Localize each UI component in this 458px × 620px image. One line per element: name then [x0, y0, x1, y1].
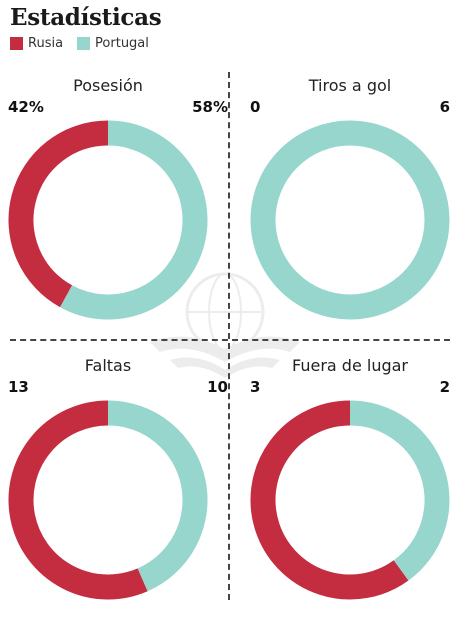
- donut-tiros-a-gol: [250, 120, 450, 320]
- value-portugal-posesion: 58%: [192, 98, 228, 116]
- slice-rusia-faltas: [8, 400, 148, 600]
- legend-label-portugal: Portugal: [95, 36, 149, 51]
- legend-swatch-portugal: [77, 37, 91, 50]
- watermark-eagle-icon: [150, 272, 300, 378]
- value-rusia-fuera-de-lugar: 3: [250, 378, 261, 396]
- donut-fuera-de-lugar: [250, 400, 450, 600]
- slice-portugal-faltas: [107, 400, 208, 592]
- value-portugal-tiros-a-gol: 6: [439, 98, 450, 116]
- donut-faltas: [8, 400, 208, 600]
- panel-faltas: Faltas 13 10: [8, 352, 228, 614]
- slice-rusia-posesion: [8, 120, 109, 308]
- panel-title-posesion: Posesión: [73, 76, 143, 95]
- legend-swatch-rusia: [10, 37, 23, 50]
- value-rusia-posesion: 42%: [8, 98, 44, 116]
- horizontal-divider: [10, 339, 450, 341]
- panel-posesion: Posesión 42% 58%: [8, 72, 228, 334]
- legend-label-rusia: Rusia: [28, 36, 64, 51]
- value-portugal-fuera-de-lugar: 2: [439, 378, 450, 396]
- value-portugal-faltas: 10: [207, 378, 228, 396]
- legend-item-rusia: Rusia: [10, 36, 63, 51]
- panel-title-tiros-a-gol: Tiros a gol: [308, 76, 392, 95]
- legend-item-portugal: Portugal: [77, 36, 149, 51]
- panel-tiros-a-gol: Tiros a gol 0 6: [250, 72, 450, 334]
- legend: Rusia Portugal: [10, 36, 163, 51]
- panel-fuera-de-lugar: Fuera de lugar 3 2: [250, 352, 450, 614]
- donut-posesion: [8, 120, 208, 320]
- panel-title-fuera-de-lugar: Fuera de lugar: [292, 356, 408, 375]
- vertical-divider: [228, 72, 230, 600]
- value-rusia-faltas: 13: [8, 378, 29, 396]
- value-rusia-tiros-a-gol: 0: [250, 98, 261, 116]
- chart-title: Estadísticas: [10, 4, 162, 31]
- slice-portugal-posesion: [60, 120, 208, 320]
- slice-portugal-fuera-de-lugar: [349, 400, 450, 581]
- slice-rusia-fuera-de-lugar: [250, 400, 409, 600]
- panel-title-faltas: Faltas: [84, 356, 132, 375]
- slice-portugal-tiros-a-gol: [250, 120, 450, 320]
